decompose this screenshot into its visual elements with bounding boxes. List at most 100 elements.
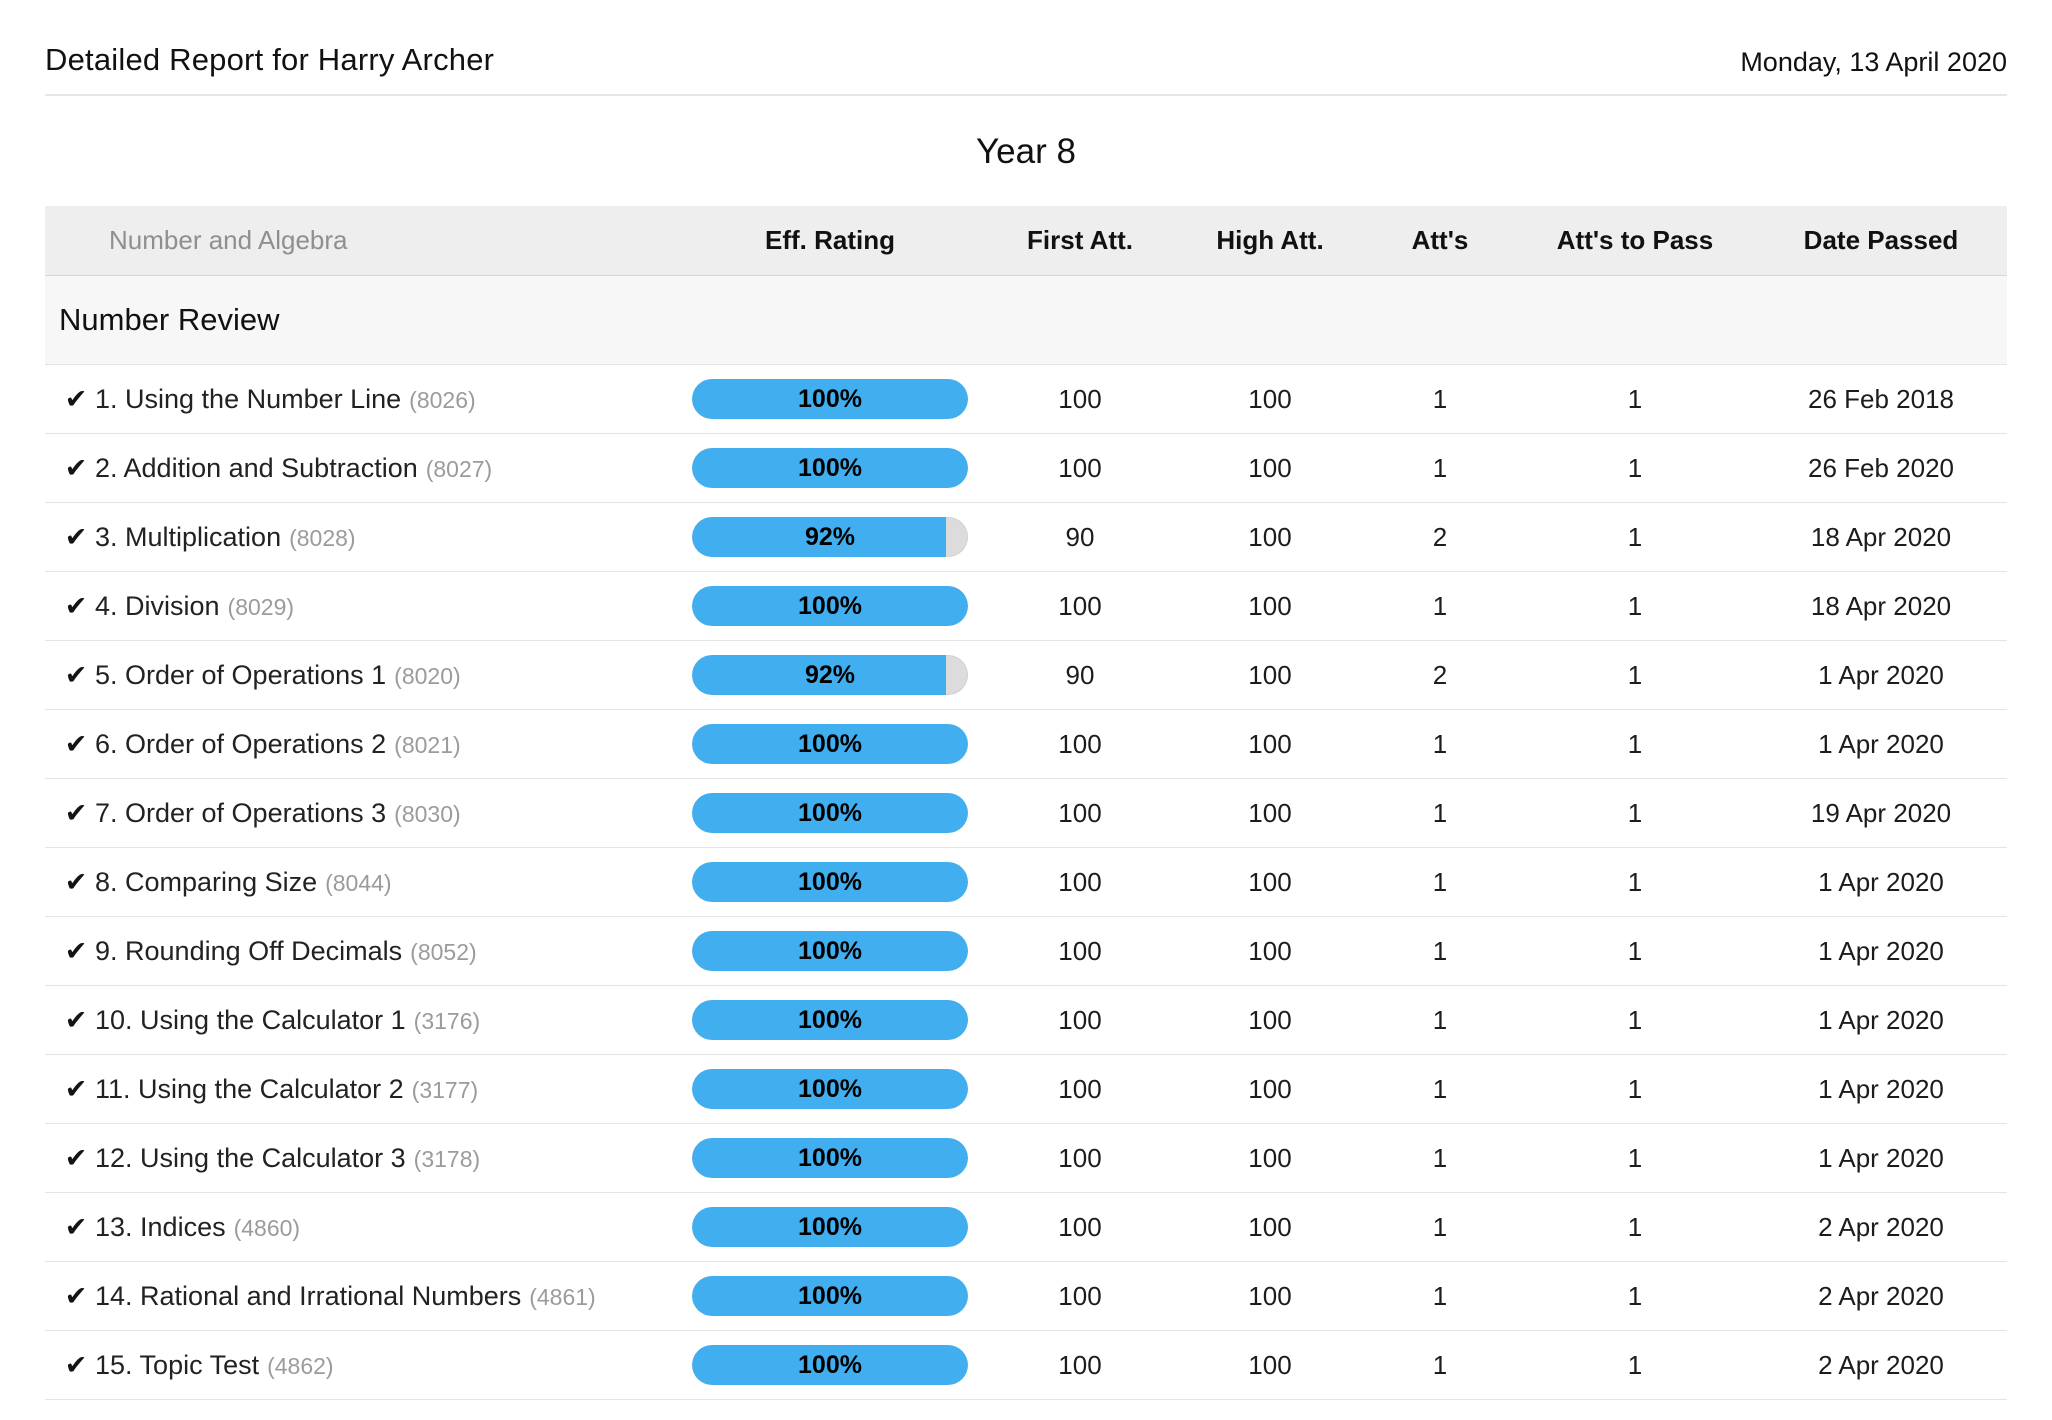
high-att-value: 100 (1248, 1073, 1292, 1104)
atts-to-pass-value: 1 (1627, 1280, 1643, 1311)
eff-rating-progress-bar: 92% (692, 655, 968, 695)
date-passed-value: 18 Apr 2020 (1810, 521, 1952, 552)
topic-id: (4861) (529, 1283, 596, 1310)
date-passed-value: 26 Feb 2018 (1807, 383, 1954, 414)
table-row: ✔ 5. Order of Operations 1 (8020) 92% 90 … (45, 640, 2007, 709)
atts-to-pass-value: 1 (1627, 383, 1643, 414)
column-header-atts-to-pass: Att's to Pass (1556, 225, 1714, 255)
atts-value: 1 (1432, 1280, 1448, 1311)
first-att-value: 100 (1058, 383, 1102, 414)
topic-title: 15. Topic Test (95, 1349, 260, 1380)
first-att-value: 90 (1065, 521, 1095, 552)
topic-title: 2. Addition and Subtraction (95, 452, 418, 483)
section-title: Number Review (59, 302, 280, 337)
high-att-value: 100 (1248, 728, 1292, 759)
topic-title: 4. Division (95, 590, 220, 621)
completed-check-icon: ✔ (64, 383, 88, 414)
table-row: ✔ 7. Order of Operations 3 (8030) 100% 10… (45, 778, 2007, 847)
date-passed-value: 19 Apr 2020 (1810, 797, 1952, 828)
eff-rating-value: 100% (798, 1350, 862, 1379)
topic-id: (4860) (233, 1214, 301, 1241)
atts-to-pass-value: 1 (1627, 590, 1643, 621)
table-row: ✔ 9. Rounding Off Decimals (8052) 100% 10… (45, 916, 2007, 985)
topic-title: 13. Indices (95, 1211, 226, 1242)
atts-value: 1 (1432, 1073, 1448, 1104)
atts-value: 2 (1432, 659, 1448, 690)
topic-title: 5. Order of Operations 1 (95, 659, 387, 690)
eff-rating-progress-bar: 100% (692, 1000, 968, 1040)
topic-title: 6. Order of Operations 2 (95, 728, 387, 759)
eff-rating-progress-bar: 100% (692, 862, 968, 902)
high-att-value: 100 (1248, 1211, 1292, 1242)
first-att-value: 100 (1058, 452, 1102, 483)
section-header-row: Number Review (45, 276, 2007, 364)
topic-id: (8020) (394, 662, 461, 689)
high-att-value: 100 (1248, 1349, 1292, 1380)
eff-rating-progress-fill (692, 1276, 968, 1316)
first-att-value: 100 (1058, 1211, 1102, 1242)
atts-value: 1 (1432, 1004, 1448, 1035)
atts-value: 2 (1432, 521, 1448, 552)
table-row: ✔ 12. Using the Calculator 3 (3178) 100% … (45, 1123, 2007, 1192)
report-table: Number and Algebra Eff. Rating First Att… (45, 206, 2007, 1400)
atts-to-pass-value: 1 (1627, 1142, 1643, 1173)
atts-to-pass-value: 1 (1627, 521, 1643, 552)
topic-id: (8052) (410, 938, 477, 965)
date-passed-value: 2 Apr 2020 (1818, 1211, 1944, 1242)
completed-check-icon: ✔ (64, 866, 88, 897)
eff-rating-progress-bar: 100% (692, 586, 968, 626)
atts-value: 1 (1432, 590, 1448, 621)
table-rows: ✔ 1. Using the Number Line (8026) 100% 10… (45, 364, 2007, 1400)
first-att-value: 100 (1058, 728, 1102, 759)
eff-rating-value: 100% (798, 1212, 862, 1241)
date-passed-value: 1 Apr 2020 (1818, 1073, 1944, 1104)
topic-id: (3176) (413, 1007, 481, 1034)
topic-title: 1. Using the Number Line (95, 383, 402, 414)
topic-title: 3. Multiplication (95, 521, 282, 552)
completed-check-icon: ✔ (64, 1073, 88, 1104)
first-att-value: 100 (1058, 1004, 1102, 1035)
eff-rating-progress-fill (692, 379, 968, 419)
table-header-row: Number and Algebra Eff. Rating First Att… (45, 206, 2007, 276)
date-passed-value: 1 Apr 2020 (1818, 1004, 1944, 1035)
completed-check-icon: ✔ (64, 590, 88, 621)
eff-rating-progress-fill (692, 1207, 968, 1247)
eff-rating-progress-fill (692, 586, 968, 626)
eff-rating-progress-fill (692, 862, 968, 902)
eff-rating-progress-fill (692, 448, 968, 488)
column-header-high-att: High Att. (1216, 225, 1324, 255)
eff-rating-progress-fill (692, 793, 968, 833)
high-att-value: 100 (1248, 452, 1292, 483)
column-header-first-att: First Att. (1027, 225, 1133, 255)
topic-title: 9. Rounding Off Decimals (95, 935, 403, 966)
completed-check-icon: ✔ (64, 521, 88, 552)
atts-value: 1 (1432, 866, 1448, 897)
high-att-value: 100 (1248, 935, 1292, 966)
eff-rating-value: 100% (798, 453, 862, 482)
column-header-date-passed: Date Passed (1803, 225, 1959, 255)
eff-rating-progress-fill (692, 1000, 968, 1040)
eff-rating-progress-bar: 92% (692, 517, 968, 557)
high-att-value: 100 (1248, 866, 1292, 897)
date-passed-value: 1 Apr 2020 (1818, 659, 1944, 690)
completed-check-icon: ✔ (64, 1211, 88, 1242)
column-header-eff-rating: Eff. Rating (765, 225, 895, 255)
completed-check-icon: ✔ (64, 1280, 88, 1311)
eff-rating-value: 100% (798, 798, 862, 827)
high-att-value: 100 (1248, 659, 1292, 690)
strand-label: Number and Algebra (109, 225, 348, 255)
date-passed-value: 1 Apr 2020 (1818, 935, 1944, 966)
high-att-value: 100 (1248, 521, 1292, 552)
table-row: ✔ 11. Using the Calculator 2 (3177) 100% … (45, 1054, 2007, 1123)
first-att-value: 100 (1058, 1280, 1102, 1311)
eff-rating-value: 100% (798, 936, 862, 965)
atts-value: 1 (1432, 383, 1448, 414)
atts-value: 1 (1432, 797, 1448, 828)
eff-rating-value: 100% (798, 384, 862, 413)
eff-rating-progress-fill (692, 931, 968, 971)
topic-id: (8021) (394, 731, 461, 758)
table-row: ✔ 6. Order of Operations 2 (8021) 100% 10… (45, 709, 2007, 778)
completed-check-icon: ✔ (64, 659, 88, 690)
atts-to-pass-value: 1 (1627, 1349, 1643, 1380)
